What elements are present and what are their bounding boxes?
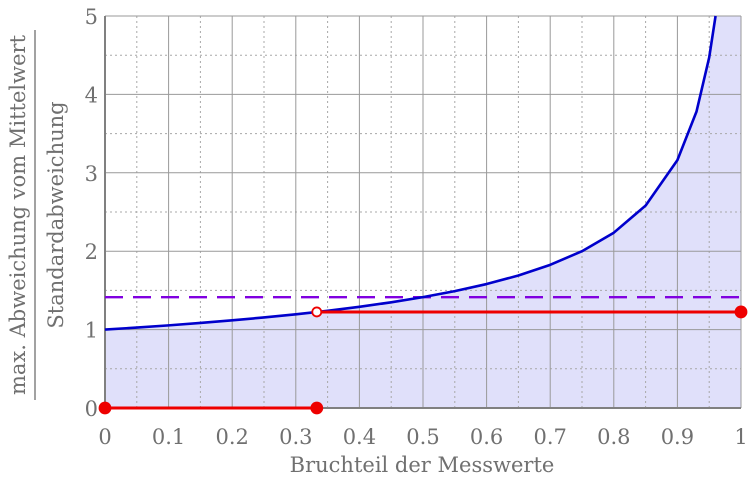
curve-layer <box>104 15 717 331</box>
x-tick-label: 0.2 <box>215 425 248 449</box>
x-axis-title: Bruchteil der Messwerte <box>290 453 555 477</box>
y-tick-label: 4 <box>85 83 98 107</box>
y-tick-label: 1 <box>85 319 98 343</box>
x-tick-label: 0.8 <box>597 425 630 449</box>
x-tick-label: 0.5 <box>406 425 439 449</box>
step-open-point <box>311 306 323 318</box>
x-tick-label: 0.9 <box>661 425 694 449</box>
step-filled-point <box>310 401 324 415</box>
step-filled-point <box>734 305 748 319</box>
x-tick-label: 0.6 <box>470 425 503 449</box>
x-tick-label: 0.3 <box>279 425 312 449</box>
y-tick-label: 2 <box>85 240 98 264</box>
y-axis-title: max. Abweichung vom Mittelwert Standarda… <box>6 30 68 400</box>
x-tick-label: 0 <box>98 425 111 449</box>
x-tick-label: 0.4 <box>343 425 376 449</box>
curve-line <box>104 15 717 331</box>
x-tick-label: 0.1 <box>152 425 185 449</box>
y-axis-title-numerator: max. Abweichung vom Mittelwert <box>6 34 30 395</box>
x-tick-label: 1 <box>734 425 747 449</box>
area-fill-layer <box>105 16 741 408</box>
y-tick-label: 5 <box>85 5 98 29</box>
step-filled-point <box>98 401 112 415</box>
y-axis-title-denominator: Standardabweichung <box>44 101 68 328</box>
x-tick-label: 0.7 <box>533 425 566 449</box>
y-tick-label: 3 <box>85 162 98 186</box>
y-tick-label: 0 <box>85 397 98 421</box>
step-function-layer <box>98 305 748 415</box>
area-under-curve <box>105 16 741 408</box>
tick-label-layer: 0 0.1 0.2 0.3 0.4 0.5 0.6 0.7 0.8 0.9 1 0 1 2 3 4 5 <box>85 5 748 449</box>
